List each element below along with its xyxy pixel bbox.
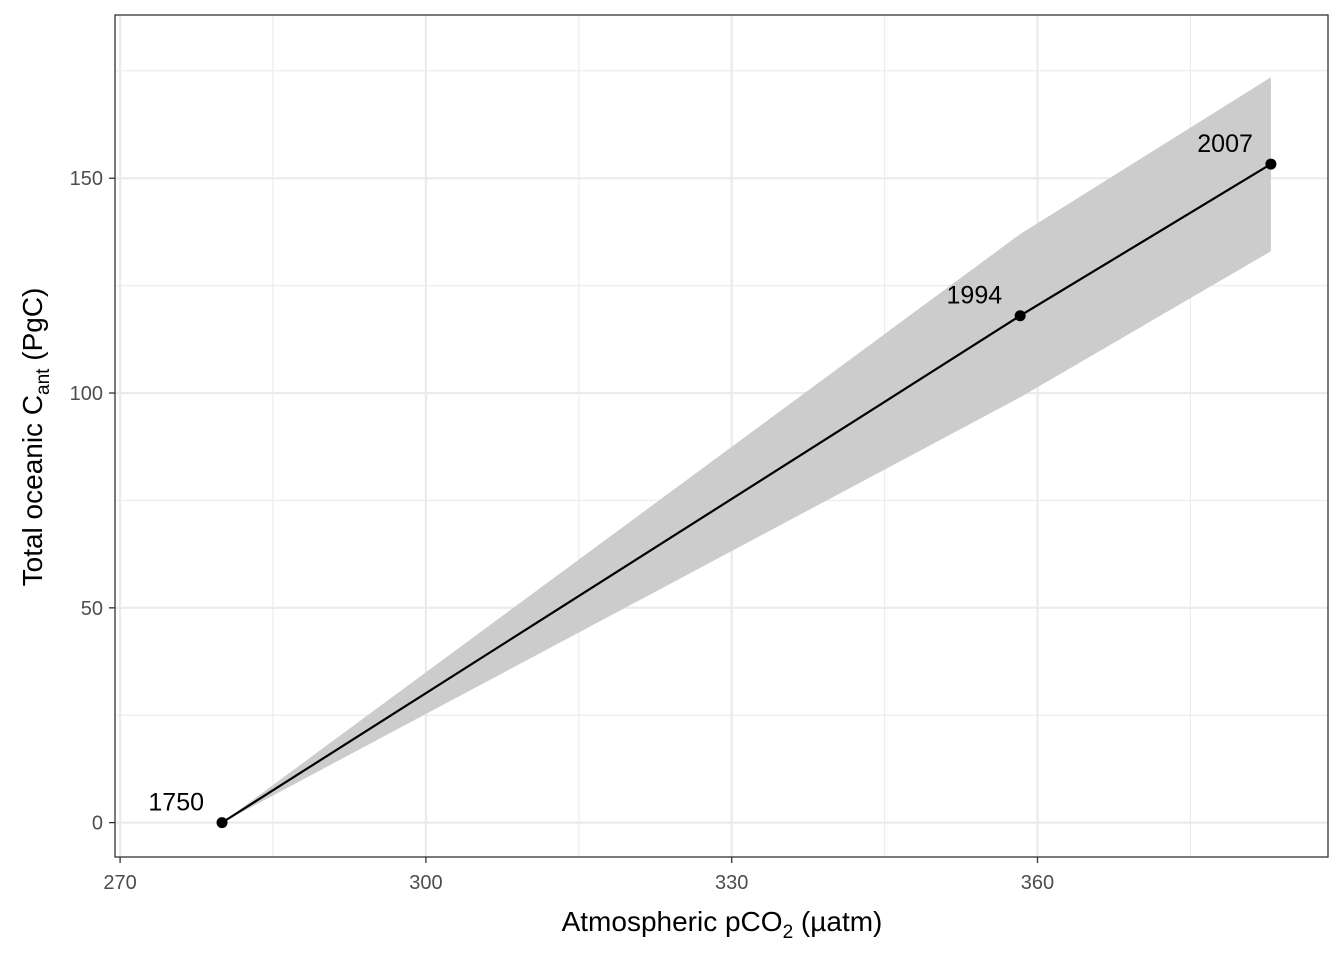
x-axis-title: Atmospheric pCO2 (µatm) [562, 906, 883, 943]
y-tick-label: 0 [92, 813, 103, 835]
point-label-layer: 1750 1994 2007 [148, 130, 1253, 817]
confidence-ribbon-layer [222, 77, 1271, 823]
y-axis-title-unit: (PgC) [17, 288, 48, 369]
point-label-2007: 2007 [1197, 130, 1253, 158]
data-point-1750 [216, 817, 228, 829]
x-tick-label: 330 [715, 872, 748, 894]
y-axis-title: Total oceanic Cant (PgC) [17, 288, 54, 587]
panel-border [114, 14, 1329, 858]
x-tick-label: 270 [103, 872, 136, 894]
point-label-1994: 1994 [947, 282, 1003, 310]
y-axis-title-subscript: ant [33, 368, 54, 395]
point-label-1750: 1750 [148, 789, 204, 817]
x-tick-label: 300 [409, 872, 442, 894]
y-tick-label: 50 [81, 598, 103, 620]
data-point-1994 [1014, 310, 1026, 322]
uncertainty-ribbon [222, 77, 1271, 823]
x-tick-label: 360 [1021, 872, 1054, 894]
x-axis-title-unit: (µatm) [793, 906, 882, 937]
x-axis-title-main: Atmospheric pCO [562, 906, 783, 937]
y-tick-label: 100 [70, 383, 103, 405]
y-tick-label: 150 [70, 168, 103, 190]
x-axis: 270 300 330 360 [103, 857, 1054, 894]
y-axis: 0 50 100 150 [70, 168, 115, 835]
y-axis-title-main: Total oceanic C [17, 395, 48, 586]
major-gridlines [115, 15, 1328, 857]
data-point-2007 [1265, 158, 1277, 170]
x-axis-title-subscript: 2 [783, 922, 794, 943]
data-point-layer [216, 158, 1277, 829]
